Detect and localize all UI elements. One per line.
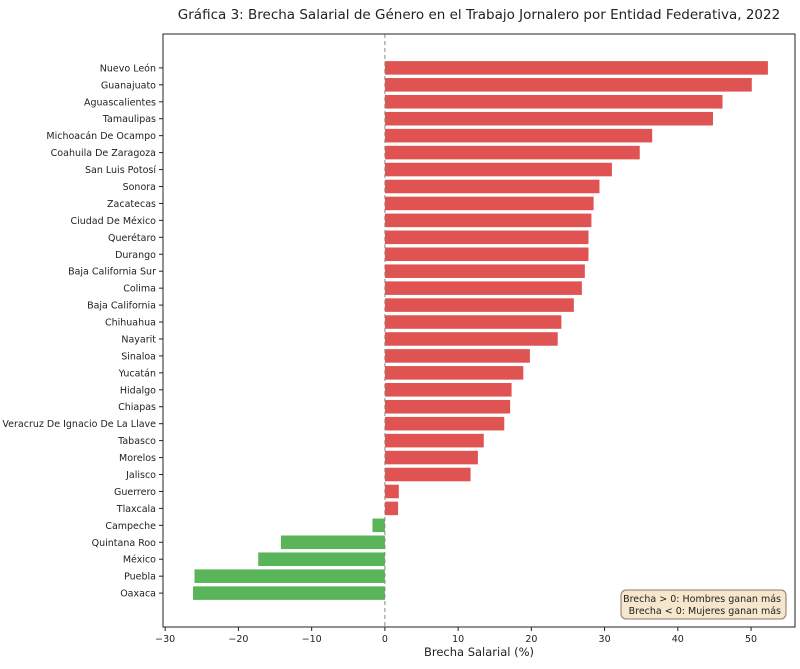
y-tick-label: Tamaulipas	[102, 114, 156, 125]
y-tick-label: Nayarit	[121, 334, 156, 345]
bar	[384, 399, 511, 414]
bar	[384, 111, 713, 126]
legend-background	[620, 589, 787, 620]
bar	[384, 298, 574, 312]
x-tick-label: −30	[155, 634, 175, 645]
y-tick-label: Coahuila De Zaragoza	[51, 148, 156, 159]
y-tick-label: Campeche	[105, 521, 156, 532]
bar	[384, 501, 399, 516]
bar	[384, 128, 653, 143]
y-tick-label: Tlaxcala	[116, 504, 156, 515]
y-tick-label: Yucatán	[118, 368, 156, 379]
y-tick-label: Michoacán De Ocampo	[46, 131, 156, 142]
y-tick-label: Jalisco	[125, 470, 156, 481]
bar	[384, 450, 478, 465]
bar	[384, 467, 471, 482]
bar	[258, 552, 385, 567]
y-tick-label: Chihuahua	[105, 318, 156, 329]
y-tick-label: Puebla	[124, 572, 156, 583]
x-axis: −30 −20 −10 0 10 20 30 40 50	[155, 627, 757, 645]
x-tick-label: −20	[228, 634, 248, 645]
bar	[384, 281, 582, 295]
bar	[384, 366, 524, 380]
bar	[372, 518, 385, 533]
y-tick-label: Tabasco	[117, 436, 156, 447]
bar	[384, 196, 594, 211]
bar	[384, 94, 723, 109]
y-axis: Nuevo León Guanajuato Aguascalientes Tamaul…	[2, 63, 163, 600]
y-tick-label: Nuevo León	[100, 63, 156, 74]
y-tick-label: Durango	[115, 250, 156, 261]
legend-line-negative: Brecha < 0: Mujeres ganan más	[629, 606, 781, 617]
x-tick-label: 0	[382, 634, 388, 645]
y-tick-label: San Luis Potosí	[85, 165, 156, 176]
y-tick-label: Zacatecas	[107, 199, 156, 210]
bar	[280, 535, 385, 550]
x-tick-label: 50	[745, 634, 757, 645]
bar	[384, 162, 612, 177]
bar	[384, 349, 530, 363]
x-tick-label: 10	[452, 634, 464, 645]
bar	[384, 213, 592, 228]
y-tick-label: Colima	[123, 284, 156, 295]
bar	[384, 264, 585, 278]
y-tick-label: Quintana Roo	[92, 538, 157, 549]
x-axis-label: Brecha Salarial (%)	[424, 645, 534, 659]
x-tick-label: 40	[672, 634, 684, 645]
bar	[384, 484, 399, 499]
y-tick-label: Guanajuato	[101, 80, 156, 91]
x-tick-label: 30	[599, 634, 611, 645]
legend-box: Brecha > 0: Hombres ganan más Brecha < 0…	[620, 589, 787, 620]
y-tick-label: Veracruz De Ignacio De La Llave	[2, 419, 156, 430]
bar	[384, 61, 768, 75]
legend-line-positive: Brecha > 0: Hombres ganan más	[623, 594, 781, 605]
bar	[384, 78, 752, 92]
y-tick-label: México	[123, 555, 156, 566]
x-tick-label: 20	[525, 634, 537, 645]
bar	[384, 247, 589, 262]
y-tick-label: Morelos	[119, 453, 156, 464]
bar	[384, 332, 558, 346]
y-tick-label: Baja California Sur	[68, 267, 156, 278]
x-tick-label: −10	[302, 634, 322, 645]
bar	[384, 179, 600, 194]
bar	[384, 416, 505, 431]
y-tick-label: Guerrero	[114, 487, 156, 498]
y-tick-label: Hidalgo	[120, 385, 156, 396]
bars-group	[193, 61, 768, 600]
bar	[384, 315, 562, 329]
plot-frame	[162, 33, 796, 628]
bar	[384, 383, 512, 397]
y-tick-label: Chiapas	[118, 402, 156, 413]
y-tick-label: Aguascalientes	[84, 97, 156, 108]
chart-title: Gráfica 3: Brecha Salarial de Género en …	[178, 7, 780, 23]
y-tick-label: Sinaloa	[121, 351, 156, 362]
y-tick-label: Oaxaca	[120, 589, 156, 600]
y-tick-label: Querétaro	[108, 233, 156, 244]
bar	[384, 230, 589, 245]
y-tick-label: Sonora	[123, 182, 156, 193]
bar	[384, 145, 640, 160]
y-tick-label: Baja California	[87, 301, 156, 312]
bar	[194, 569, 385, 583]
bar	[193, 586, 385, 600]
bar	[384, 433, 484, 448]
y-tick-label: Ciudad De México	[70, 216, 156, 227]
